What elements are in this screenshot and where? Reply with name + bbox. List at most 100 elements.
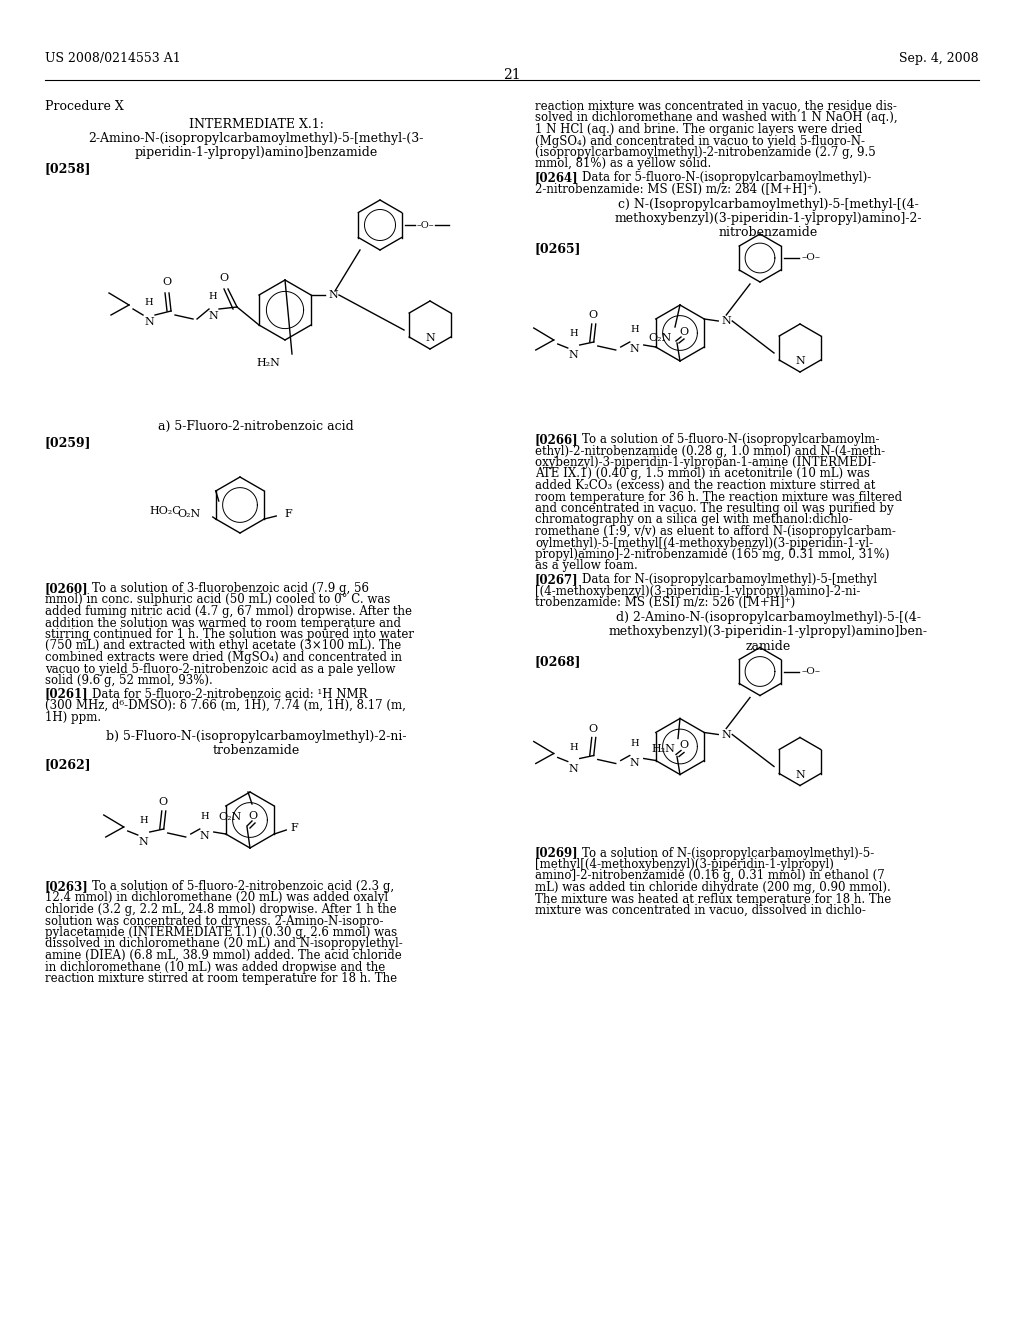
Text: 1 N HCl (aq.) and brine. The organic layers were dried: 1 N HCl (aq.) and brine. The organic lay… — [535, 123, 862, 136]
Text: –O–: –O– — [802, 253, 821, 263]
Text: HO₂C: HO₂C — [150, 506, 181, 516]
Text: 21: 21 — [503, 69, 521, 82]
Text: N: N — [569, 350, 579, 360]
Text: romethane (1:9, v/v) as eluent to afford N-(isopropylcarbam-: romethane (1:9, v/v) as eluent to afford… — [535, 525, 896, 539]
Text: zamide: zamide — [745, 639, 791, 652]
Text: added fuming nitric acid (4.7 g, 67 mmol) dropwise. After the: added fuming nitric acid (4.7 g, 67 mmol… — [45, 605, 412, 618]
Text: trobenzamide: MS (ESI) m/z: 526 ([M+H]⁺): trobenzamide: MS (ESI) m/z: 526 ([M+H]⁺) — [535, 597, 796, 609]
Text: methoxybenzyl)(3-piperidin-1-ylpropyl)amino]ben-: methoxybenzyl)(3-piperidin-1-ylpropyl)am… — [608, 626, 928, 639]
Text: H₂N: H₂N — [256, 358, 280, 368]
Text: To a solution of 5-fluoro-2-nitrobenzoic acid (2.3 g,: To a solution of 5-fluoro-2-nitrobenzoic… — [92, 880, 394, 894]
Text: ethyl)-2-nitrobenzamide (0.28 g, 1.0 mmol) and N-(4-meth-: ethyl)-2-nitrobenzamide (0.28 g, 1.0 mmo… — [535, 445, 885, 458]
Text: mmol) in conc. sulphuric acid (50 mL) cooled to 0° C. was: mmol) in conc. sulphuric acid (50 mL) co… — [45, 594, 390, 606]
Text: 1H) ppm.: 1H) ppm. — [45, 710, 101, 723]
Text: H: H — [144, 298, 154, 308]
Text: pylacetamide (INTERMEDIATE I.1) (0.30 g, 2.6 mmol) was: pylacetamide (INTERMEDIATE I.1) (0.30 g,… — [45, 927, 397, 939]
Text: O: O — [588, 723, 597, 734]
Text: N: N — [630, 345, 640, 354]
Text: Sep. 4, 2008: Sep. 4, 2008 — [899, 51, 979, 65]
Text: solid (9.6 g, 52 mmol, 93%).: solid (9.6 g, 52 mmol, 93%). — [45, 675, 213, 686]
Text: methoxybenzyl)(3-piperidin-1-ylpropyl)amino]-2-: methoxybenzyl)(3-piperidin-1-ylpropyl)am… — [614, 213, 922, 224]
Text: F: F — [290, 822, 298, 833]
Text: O: O — [219, 273, 228, 282]
Text: (isopropylcarbamoylmethyl)-2-nitrobenzamide (2.7 g, 9.5: (isopropylcarbamoylmethyl)-2-nitrobenzam… — [535, 147, 876, 158]
Text: (750 mL) and extracted with ethyl acetate (3×100 mL). The: (750 mL) and extracted with ethyl acetat… — [45, 639, 401, 652]
Text: N: N — [795, 356, 805, 366]
Text: [0261]: [0261] — [45, 688, 89, 701]
Text: N: N — [425, 333, 435, 343]
Text: chromatography on a silica gel with methanol:dichlo-: chromatography on a silica gel with meth… — [535, 513, 853, 527]
Text: addition the solution was warmed to room temperature and: addition the solution was warmed to room… — [45, 616, 401, 630]
Text: N: N — [144, 317, 154, 327]
Text: in dichloromethane (10 mL) was added dropwise and the: in dichloromethane (10 mL) was added dro… — [45, 961, 385, 974]
Text: Procedure X: Procedure X — [45, 100, 124, 114]
Text: N: N — [721, 315, 731, 326]
Text: room temperature for 36 h. The reaction mixture was filtered: room temperature for 36 h. The reaction … — [535, 491, 902, 503]
Text: The mixture was heated at reflux temperature for 18 h. The: The mixture was heated at reflux tempera… — [535, 892, 891, 906]
Text: O₂N: O₂N — [649, 333, 672, 343]
Text: 12.4 mmol) in dichloromethane (20 mL) was added oxalyl: 12.4 mmol) in dichloromethane (20 mL) wa… — [45, 891, 388, 904]
Text: H: H — [569, 742, 579, 751]
Text: oxybenzyl)-3-piperidin-1-ylpropan-1-amine (INTERMEDI-: oxybenzyl)-3-piperidin-1-ylpropan-1-amin… — [535, 455, 876, 469]
Text: amino]-2-nitrobenzamide (0.16 g, 0.31 mmol) in ethanol (7: amino]-2-nitrobenzamide (0.16 g, 0.31 mm… — [535, 870, 885, 883]
Text: reaction mixture stirred at room temperature for 18 h. The: reaction mixture stirred at room tempera… — [45, 972, 397, 985]
Text: INTERMEDIATE X.1:: INTERMEDIATE X.1: — [188, 117, 324, 131]
Text: trobenzamide: trobenzamide — [212, 744, 300, 756]
Text: N: N — [795, 770, 805, 780]
Text: H: H — [631, 325, 639, 334]
Text: dissolved in dichloromethane (20 mL) and N-isopropylethyl-: dissolved in dichloromethane (20 mL) and… — [45, 937, 402, 950]
Text: as a yellow foam.: as a yellow foam. — [535, 560, 638, 573]
Text: N: N — [328, 290, 338, 300]
Text: vacuo to yield 5-fluoro-2-nitrobenzoic acid as a pale yellow: vacuo to yield 5-fluoro-2-nitrobenzoic a… — [45, 663, 395, 676]
Text: stirring continued for 1 h. The solution was poured into water: stirring continued for 1 h. The solution… — [45, 628, 414, 642]
Text: [0265]: [0265] — [535, 242, 582, 255]
Text: added K₂CO₃ (excess) and the reaction mixture stirred at: added K₂CO₃ (excess) and the reaction mi… — [535, 479, 876, 492]
Text: reaction mixture was concentrated in vacuo, the residue dis-: reaction mixture was concentrated in vac… — [535, 100, 897, 114]
Text: [0264]: [0264] — [535, 172, 579, 183]
Text: 2-Amino-N-(isopropylcarbamoylmethyl)-5-[methyl-(3-: 2-Amino-N-(isopropylcarbamoylmethyl)-5-[… — [88, 132, 424, 145]
Text: O: O — [680, 741, 688, 751]
Text: ATE IX.1) (0.40 g, 1.5 mmol) in acetonitrile (10 mL) was: ATE IX.1) (0.40 g, 1.5 mmol) in acetonit… — [535, 467, 869, 480]
Text: Data for 5-fluoro-N-(isopropylcarbamoylmethyl)-: Data for 5-fluoro-N-(isopropylcarbamoylm… — [582, 172, 871, 183]
Text: a) 5-Fluoro-2-nitrobenzoic acid: a) 5-Fluoro-2-nitrobenzoic acid — [158, 420, 354, 433]
Text: H: H — [209, 292, 217, 301]
Text: N: N — [569, 763, 579, 774]
Text: [0269]: [0269] — [535, 846, 579, 859]
Text: nitrobenzamide: nitrobenzamide — [719, 226, 817, 239]
Text: solved in dichloromethane and washed with 1 N NaOH (aq.),: solved in dichloromethane and washed wit… — [535, 111, 898, 124]
Text: [0262]: [0262] — [45, 758, 91, 771]
Text: Data for 5-fluoro-2-nitrobenzoic acid: ¹H NMR: Data for 5-fluoro-2-nitrobenzoic acid: ¹… — [92, 688, 368, 701]
Text: N: N — [630, 758, 640, 767]
Text: (MgSO₄) and concentrated in vacuo to yield 5-fluoro-N-: (MgSO₄) and concentrated in vacuo to yie… — [535, 135, 865, 148]
Text: combined extracts were dried (MgSO₄) and concentrated in: combined extracts were dried (MgSO₄) and… — [45, 651, 402, 664]
Text: O: O — [588, 310, 597, 319]
Text: [0263]: [0263] — [45, 880, 89, 894]
Text: oylmethyl)-5-[methyl[(4-methoxybenzyl)(3-piperidin-1-yl-: oylmethyl)-5-[methyl[(4-methoxybenzyl)(3… — [535, 536, 873, 549]
Text: –O–: –O– — [802, 667, 821, 676]
Text: O: O — [249, 810, 258, 821]
Text: piperidin-1-ylpropyl)amino]benzamide: piperidin-1-ylpropyl)amino]benzamide — [134, 147, 378, 158]
Text: O: O — [158, 797, 167, 807]
Text: H: H — [631, 738, 639, 747]
Text: To a solution of 5-fluoro-N-(isopropylcarbamoylm-: To a solution of 5-fluoro-N-(isopropylca… — [582, 433, 880, 446]
Text: mL) was added tin chloride dihydrate (200 mg, 0.90 mmol).: mL) was added tin chloride dihydrate (20… — [535, 880, 891, 894]
Text: [0267]: [0267] — [535, 573, 579, 586]
Text: US 2008/0214553 A1: US 2008/0214553 A1 — [45, 51, 181, 65]
Text: O: O — [163, 277, 172, 286]
Text: To a solution of 3-fluorobenzoic acid (7.9 g, 56: To a solution of 3-fluorobenzoic acid (7… — [92, 582, 369, 595]
Text: N: N — [200, 832, 210, 841]
Text: N: N — [721, 730, 731, 739]
Text: (300 MHz, d⁶-DMSO): δ 7.66 (m, 1H), 7.74 (m, 1H), 8.17 (m,: (300 MHz, d⁶-DMSO): δ 7.66 (m, 1H), 7.74… — [45, 700, 406, 711]
Text: [(4-methoxybenzyl)(3-piperidin-1-ylpropyl)amino]-2-ni-: [(4-methoxybenzyl)(3-piperidin-1-ylpropy… — [535, 585, 860, 598]
Text: propyl)amino]-2-nitrobenzamide (165 mg, 0.31 mmol, 31%): propyl)amino]-2-nitrobenzamide (165 mg, … — [535, 548, 890, 561]
Text: amine (DIEA) (6.8 mL, 38.9 mmol) added. The acid chloride: amine (DIEA) (6.8 mL, 38.9 mmol) added. … — [45, 949, 401, 962]
Text: [methyl[(4-methoxybenzyl)(3-piperidin-1-ylpropyl): [methyl[(4-methoxybenzyl)(3-piperidin-1-… — [535, 858, 834, 871]
Text: [0266]: [0266] — [535, 433, 579, 446]
Text: [0260]: [0260] — [45, 582, 89, 595]
Text: mixture was concentrated in vacuo, dissolved in dichlo-: mixture was concentrated in vacuo, disso… — [535, 904, 866, 917]
Text: [0268]: [0268] — [535, 656, 582, 668]
Text: N: N — [139, 837, 148, 847]
Text: To a solution of N-(isopropylcarbamoylmethyl)-5-: To a solution of N-(isopropylcarbamoylme… — [582, 846, 874, 859]
Text: d) 2-Amino-N-(isopropylcarbamoylmethyl)-5-[(4-: d) 2-Amino-N-(isopropylcarbamoylmethyl)-… — [615, 611, 921, 624]
Text: H: H — [569, 329, 579, 338]
